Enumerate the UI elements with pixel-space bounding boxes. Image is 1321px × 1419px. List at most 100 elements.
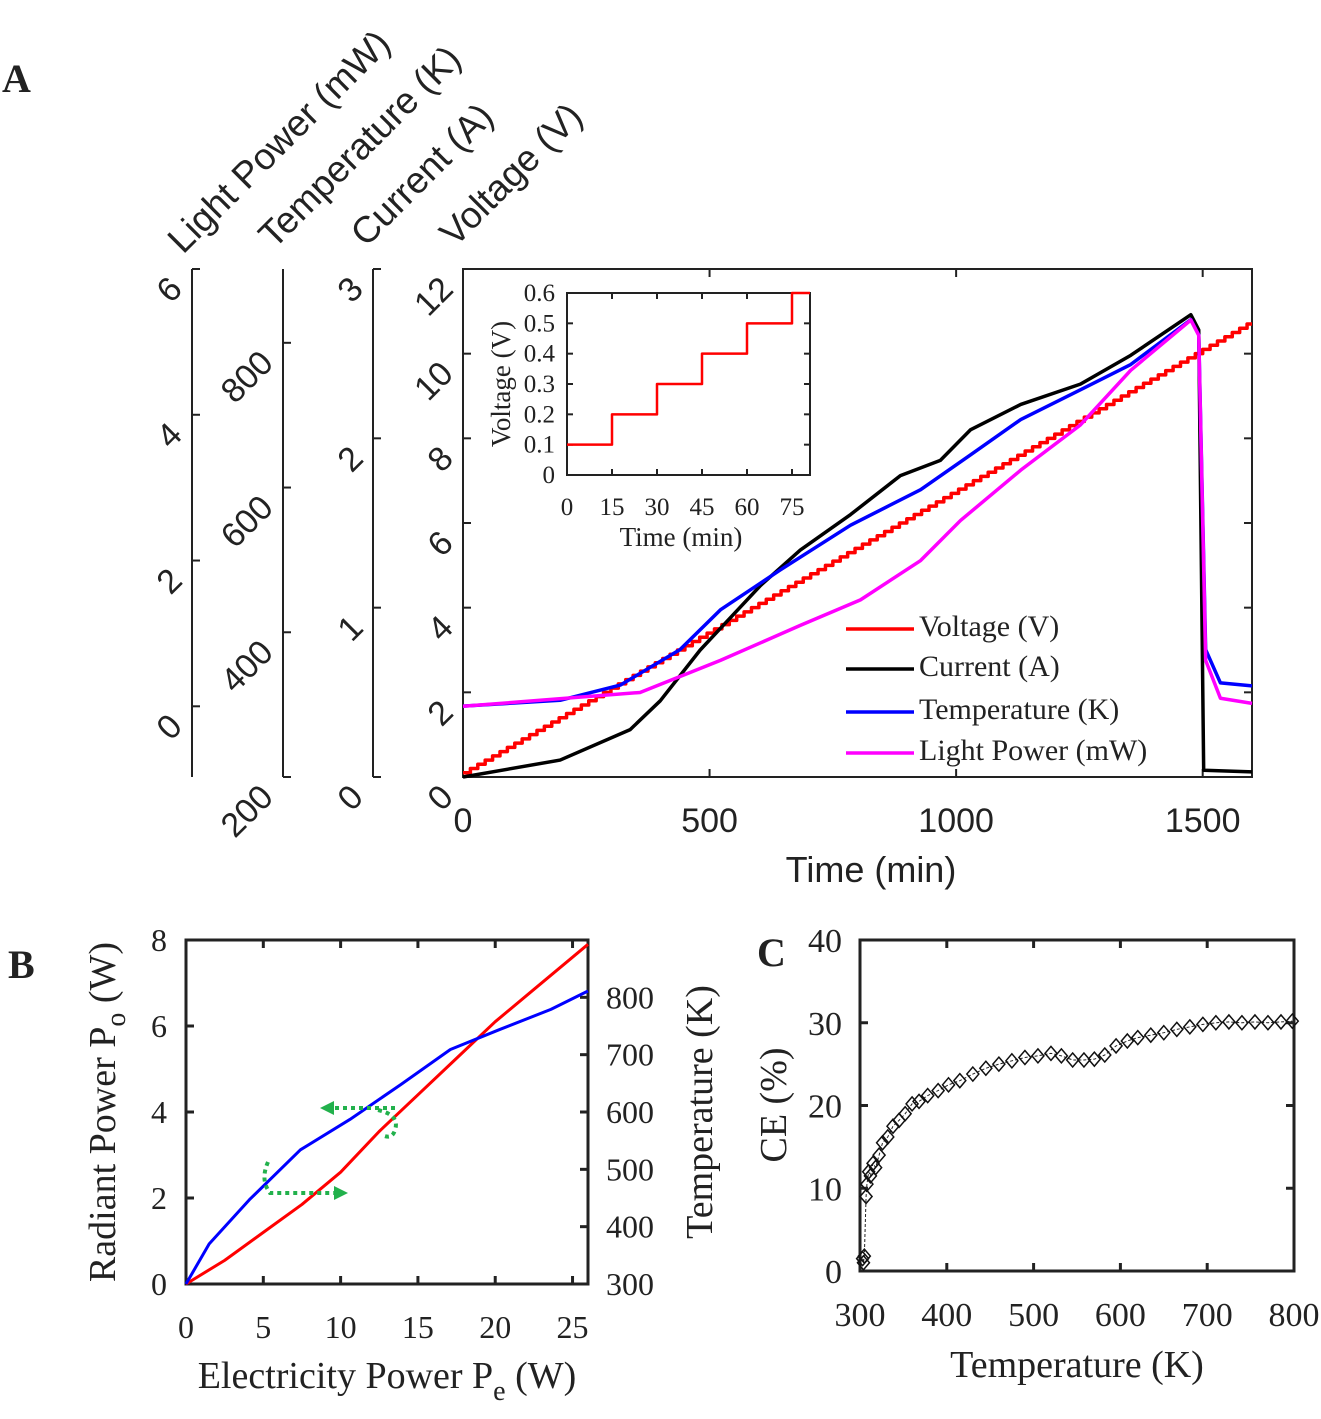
inset-x-tick-label: 60: [735, 494, 760, 521]
c-data-point: [1156, 1024, 1171, 1041]
temperature-tick-label: 800: [214, 344, 281, 411]
panel-b-x-title: Electricity Power Pe (W): [198, 1355, 577, 1407]
x-tick-label: 1000: [918, 802, 994, 840]
voltage-tick-label: 8: [420, 439, 460, 479]
inset-x-tick-label: 15: [600, 494, 625, 521]
b-x-tick-label: 25: [557, 1309, 589, 1345]
b-x-tick-label: 0: [178, 1309, 194, 1345]
legend-label-temperature: Temperature (K): [919, 693, 1119, 726]
inset-y-tick-label: 0.4: [524, 341, 556, 368]
inset-x-tick-label: 45: [690, 494, 715, 521]
b-y-tick-label: 6: [151, 1008, 167, 1044]
c-data-point: [978, 1060, 993, 1077]
voltage-tick-label: 10: [407, 354, 461, 408]
legend: Voltage (V) Current (A) Temperature (K) Lig…: [846, 610, 1147, 767]
b-y2-tick-label: 400: [606, 1209, 654, 1245]
b-arrow-to-radiant: [262, 1161, 335, 1195]
b-temperature-line: [184, 989, 589, 1285]
voltage-tick-label: 12: [407, 270, 461, 324]
c-x-tick-label: 600: [1095, 1297, 1146, 1334]
series-temperature-line: [462, 317, 1253, 708]
current-tick-label: 0: [330, 778, 370, 818]
b-arrow-curl-right: [377, 1108, 398, 1139]
legend-label-voltage: Voltage (V): [919, 610, 1059, 643]
c-data-point: [859, 1188, 874, 1205]
light-tick-label: 0: [149, 707, 189, 747]
c-data-point: [1065, 1051, 1080, 1069]
panel-b: B Radiant Power Po (W) Temperature (K) E…: [8, 922, 721, 1407]
panel-b-x-title-text: Electricity Power P: [198, 1355, 493, 1397]
b-y2-tick-label: 700: [606, 1037, 654, 1073]
b-y-tick-label: 4: [151, 1094, 167, 1130]
c-data-point: [1030, 1047, 1045, 1065]
c-data-point: [1130, 1029, 1145, 1046]
panel-b-y-title-unit: (W): [82, 942, 124, 1013]
voltage-tick-label: 6: [420, 524, 460, 564]
c-y-tick-label: 20: [808, 1089, 842, 1126]
x-axis-title: Time (min): [786, 849, 957, 890]
c-x-tick-label: 700: [1182, 1297, 1233, 1334]
b-y2-tick-label: 600: [606, 1094, 654, 1130]
c-data-point: [1247, 1013, 1262, 1031]
panel-b-label: B: [8, 942, 35, 987]
b-y-tick-label: 2: [151, 1180, 167, 1216]
c-data-point: [1109, 1037, 1124, 1055]
c-data-point: [1169, 1021, 1184, 1038]
c-data-point: [1143, 1027, 1158, 1044]
c-data-point: [941, 1076, 956, 1093]
main-plot-frame: [462, 268, 1253, 778]
c-data-point: [1273, 1013, 1288, 1031]
c-x-tick-label: 400: [921, 1297, 972, 1334]
series-voltage-line: [463, 322, 1252, 775]
panel-c-y-title: CE (%): [753, 1047, 795, 1162]
inset-y-tick-label: 0.2: [524, 401, 555, 428]
inset-x-tick-label: 0: [561, 494, 574, 521]
series-current-line: [462, 312, 1253, 779]
x-tick-label: 0: [454, 802, 473, 840]
inset-x-tick-label: 75: [780, 494, 805, 521]
c-x-tick-label: 500: [1008, 1297, 1059, 1334]
c-data-point: [1260, 1014, 1275, 1031]
x-tick-label: 1500: [1165, 802, 1241, 840]
c-data-point: [991, 1055, 1006, 1073]
inset-x-title: Time (min): [620, 522, 743, 552]
panel-b-x-title-sub: e: [493, 1376, 505, 1407]
c-x-tick-label: 800: [1269, 1297, 1320, 1334]
b-arrowhead-left: [320, 1101, 334, 1115]
panel-b-y2-title: Temperature (K): [679, 985, 721, 1239]
b-y2-tick-label: 300: [606, 1266, 654, 1302]
panel-a-label: A: [2, 56, 31, 101]
current-tick-label: 3: [330, 270, 370, 310]
c-data-point: [880, 1128, 895, 1146]
b-y2-tick-label: 800: [606, 979, 654, 1015]
c-y-tick-label: 0: [825, 1254, 842, 1291]
light-tick-label: 4: [149, 416, 189, 456]
inset-voltage-step-line: [567, 291, 810, 446]
c-data-point: [875, 1134, 890, 1151]
inset-y-tick-label: 0.6: [524, 280, 555, 307]
c-data-point: [912, 1093, 927, 1110]
light-tick-label: 2: [149, 561, 189, 601]
c-data-point: [1054, 1047, 1069, 1065]
panel-c-frame: [858, 938, 1296, 1273]
c-data-point: [1097, 1046, 1112, 1064]
b-x-tick-label: 10: [325, 1309, 357, 1345]
b-arrowhead-right: [334, 1186, 348, 1200]
inset-y-tick-label: 0.5: [524, 310, 555, 337]
c-data-point: [898, 1105, 913, 1122]
c-data-point: [1087, 1051, 1102, 1068]
c-y-tick-label: 30: [808, 1006, 842, 1043]
inset-y-tick-label: 0.3: [524, 371, 555, 398]
b-y-tick-label: 8: [151, 922, 167, 958]
light-tick-label: 6: [149, 270, 189, 310]
series-light-line: [462, 318, 1253, 709]
c-data-point: [1234, 1014, 1249, 1031]
panel-a: A Light Power (mW) Temperature (K) Curre…: [2, 22, 1253, 890]
b-y-tick-label: 0: [151, 1266, 167, 1302]
b-x-tick-label: 20: [479, 1309, 511, 1345]
c-data-point: [1004, 1052, 1019, 1069]
c-data-point: [1017, 1049, 1032, 1066]
legend-label-current: Current (A): [919, 650, 1060, 683]
c-data-point: [1285, 1012, 1300, 1030]
c-y-tick-label: 40: [808, 923, 842, 960]
